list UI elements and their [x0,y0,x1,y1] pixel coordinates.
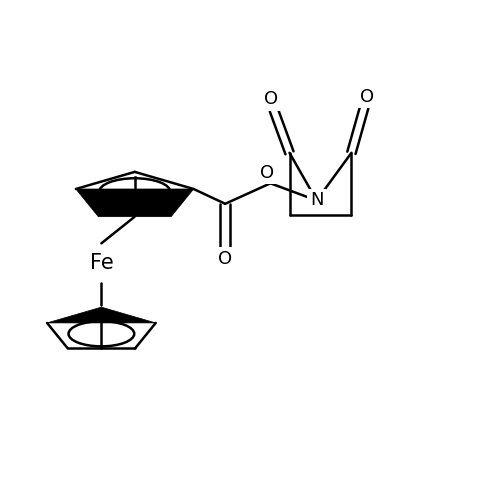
Text: O: O [260,164,274,182]
Text: Fe: Fe [90,253,113,274]
Polygon shape [76,189,194,217]
Text: O: O [360,88,374,106]
Text: O: O [218,250,232,268]
Text: O: O [264,91,278,108]
Text: N: N [310,192,323,209]
Polygon shape [47,307,156,323]
